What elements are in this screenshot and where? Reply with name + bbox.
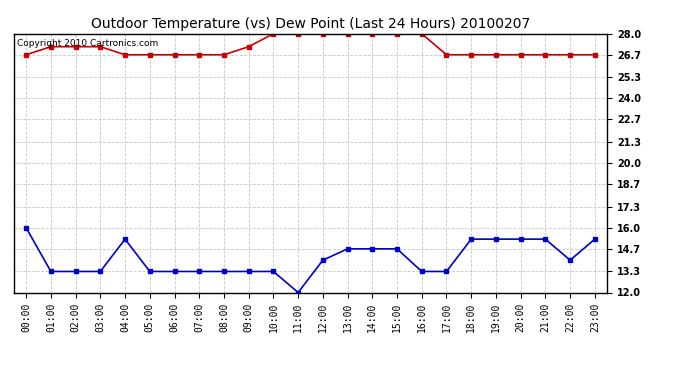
- Title: Outdoor Temperature (vs) Dew Point (Last 24 Hours) 20100207: Outdoor Temperature (vs) Dew Point (Last…: [91, 17, 530, 31]
- Text: Copyright 2010 Cartronics.com: Copyright 2010 Cartronics.com: [17, 39, 158, 48]
